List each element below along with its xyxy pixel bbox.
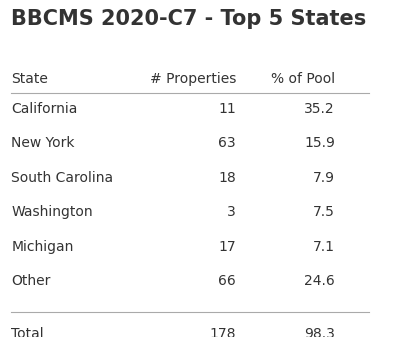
Text: 15.9: 15.9 — [304, 136, 335, 150]
Text: Total: Total — [11, 327, 44, 337]
Text: 98.3: 98.3 — [304, 327, 335, 337]
Text: 7.5: 7.5 — [313, 205, 335, 219]
Text: 7.9: 7.9 — [313, 171, 335, 185]
Text: 7.1: 7.1 — [313, 240, 335, 254]
Text: 63: 63 — [218, 136, 236, 150]
Text: Michigan: Michigan — [11, 240, 74, 254]
Text: 18: 18 — [218, 171, 236, 185]
Text: 11: 11 — [218, 102, 236, 116]
Text: New York: New York — [11, 136, 75, 150]
Text: 3: 3 — [227, 205, 236, 219]
Text: 24.6: 24.6 — [304, 274, 335, 288]
Text: # Properties: # Properties — [150, 72, 236, 86]
Text: California: California — [11, 102, 78, 116]
Text: South Carolina: South Carolina — [11, 171, 113, 185]
Text: % of Pool: % of Pool — [271, 72, 335, 86]
Text: 66: 66 — [218, 274, 236, 288]
Text: Other: Other — [11, 274, 51, 288]
Text: State: State — [11, 72, 48, 86]
Text: 17: 17 — [218, 240, 236, 254]
Text: BBCMS 2020-C7 - Top 5 States: BBCMS 2020-C7 - Top 5 States — [11, 9, 367, 29]
Text: 35.2: 35.2 — [304, 102, 335, 116]
Text: 178: 178 — [210, 327, 236, 337]
Text: Washington: Washington — [11, 205, 93, 219]
